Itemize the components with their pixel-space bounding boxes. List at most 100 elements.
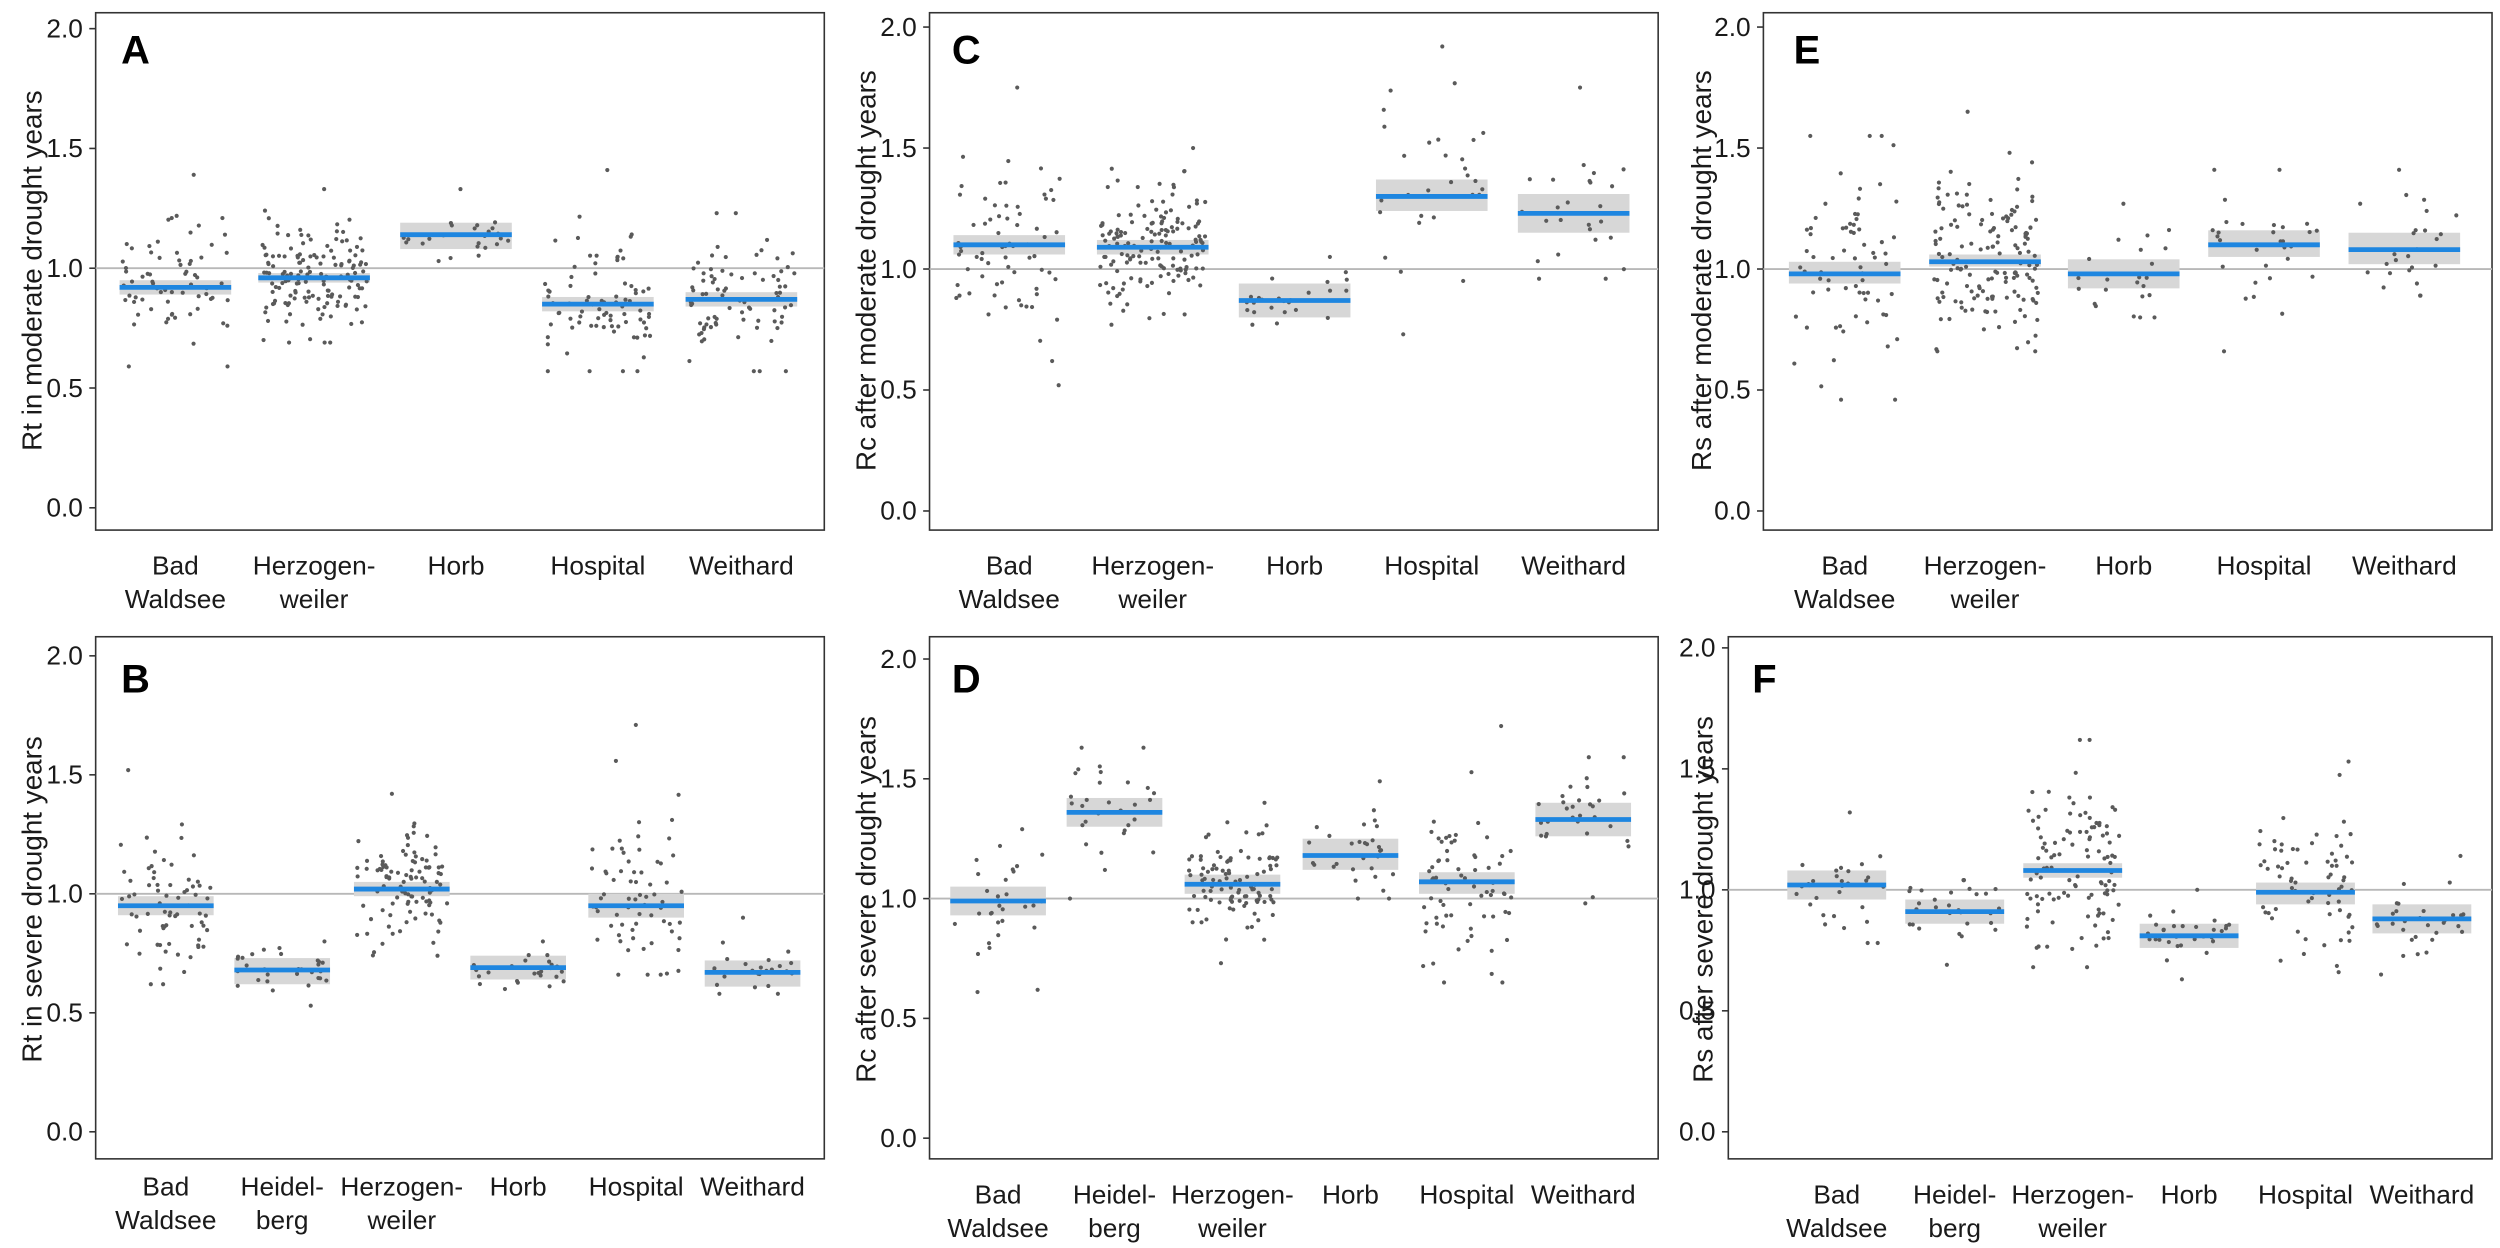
data-point <box>1237 887 1242 893</box>
data-point <box>1197 219 1202 224</box>
data-point <box>477 982 482 987</box>
data-point <box>638 317 643 322</box>
data-point <box>1371 808 1376 813</box>
data-point <box>261 947 266 952</box>
data-point <box>2349 860 2355 865</box>
data-point <box>645 972 650 977</box>
data-point <box>1875 298 1881 303</box>
data-point <box>196 937 202 942</box>
data-point <box>424 858 429 863</box>
data-point <box>1067 896 1073 901</box>
data-point <box>353 294 358 299</box>
data-point <box>329 294 334 299</box>
data-point <box>1423 929 1428 934</box>
data-point <box>1327 254 1332 259</box>
data-point <box>1933 905 1938 910</box>
data-point <box>1163 210 1169 215</box>
data-point <box>1865 320 1870 325</box>
data-point <box>2106 936 2111 941</box>
data-point <box>434 879 439 884</box>
data-point <box>2390 911 2395 916</box>
data-point <box>1269 897 1274 902</box>
data-point <box>1170 192 1175 197</box>
data-point <box>1204 917 1209 922</box>
data-point <box>1599 219 1604 224</box>
data-point <box>1269 887 1274 892</box>
data-point <box>1459 873 1464 878</box>
data-point <box>1848 229 1853 234</box>
data-point <box>1860 278 1865 283</box>
data-point <box>1935 195 1940 200</box>
data-point <box>644 894 649 899</box>
data-point <box>273 284 278 290</box>
data-point <box>280 280 285 286</box>
data-point <box>333 262 338 267</box>
data-point <box>2030 297 2035 302</box>
data-point <box>2076 276 2081 281</box>
data-point <box>2057 852 2062 857</box>
data-point <box>282 254 287 259</box>
data-point <box>299 232 304 238</box>
data-point <box>2004 295 2009 300</box>
data-point <box>2251 294 2256 299</box>
data-point <box>1967 272 1972 277</box>
data-point <box>2278 958 2283 963</box>
data-point <box>201 923 206 928</box>
category-label-line: Bad <box>152 551 199 581</box>
data-point <box>2347 938 2352 943</box>
data-point <box>723 255 728 260</box>
data-point <box>2289 886 2295 891</box>
data-point <box>1988 197 1993 203</box>
data-point <box>2217 238 2223 243</box>
data-point <box>1500 980 1505 985</box>
data-point <box>1935 277 1940 283</box>
site-group: Bad Waldsee <box>1788 133 1901 614</box>
data-point <box>1194 201 1199 206</box>
data-point <box>2336 970 2341 975</box>
data-point <box>435 953 440 958</box>
data-point <box>974 857 979 862</box>
data-point <box>1863 297 1868 302</box>
data-point <box>205 896 210 901</box>
data-point <box>335 299 341 304</box>
data-point <box>190 884 195 889</box>
data-point <box>1935 296 1940 301</box>
data-point <box>1891 143 1896 148</box>
data-point <box>1098 283 1103 288</box>
data-point <box>1489 971 1494 976</box>
panel-e: 0.00.51.01.52.0Rs after moderate drought… <box>1686 12 2493 614</box>
data-point <box>1865 290 1871 295</box>
data-point <box>2166 939 2171 945</box>
y-axis-label: Rc after severe drought years <box>850 716 881 1083</box>
data-point <box>709 253 715 258</box>
data-point <box>1215 849 1220 855</box>
data-point <box>1003 180 1008 185</box>
data-point <box>621 850 626 855</box>
data-point <box>1161 266 1166 271</box>
data-point <box>2078 813 2083 818</box>
data-point <box>596 316 601 321</box>
data-point <box>626 948 631 953</box>
data-point <box>975 989 980 995</box>
data-point <box>1015 204 1020 209</box>
data-point <box>608 313 613 318</box>
data-point <box>986 261 991 266</box>
data-point <box>2087 837 2092 842</box>
data-point <box>2011 275 2016 281</box>
data-point <box>1190 920 1195 925</box>
panel-b: 0.00.51.01.52.0Rt in severe drought year… <box>16 635 826 1235</box>
data-point <box>664 880 669 885</box>
data-point <box>2083 810 2088 815</box>
data-point <box>1798 265 1803 270</box>
data-point <box>1847 810 1852 815</box>
site-group: Herzogen-weiler <box>1091 145 1214 614</box>
data-point <box>2215 234 2220 239</box>
data-point <box>1032 254 1037 259</box>
data-point <box>1997 251 2002 256</box>
data-point <box>146 866 151 871</box>
data-point <box>637 847 642 852</box>
data-point <box>1841 925 1847 931</box>
data-point <box>1834 874 1839 879</box>
data-point <box>387 875 392 880</box>
data-point <box>613 758 618 763</box>
